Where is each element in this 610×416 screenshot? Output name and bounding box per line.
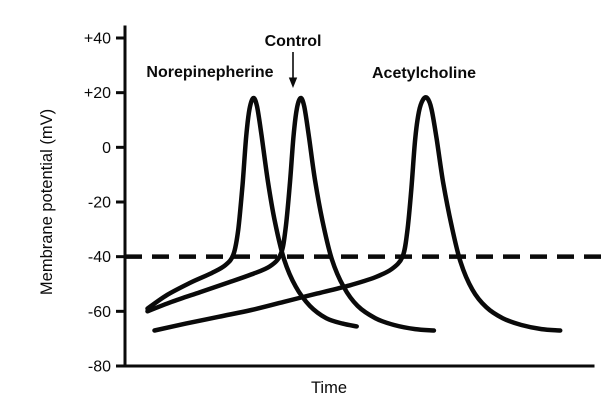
label-norepinepherine: Norepinepherine xyxy=(146,64,273,81)
ytick-label-minus20: -20 xyxy=(88,195,111,212)
curve-control xyxy=(145,95,437,333)
curve-acetylcholine xyxy=(152,95,563,333)
label-acetylcholine: Acetylcholine xyxy=(372,65,476,82)
ytick-label-minus80: -80 xyxy=(88,359,111,376)
control-arrow-head-icon xyxy=(288,77,298,88)
curve-norepinepherine xyxy=(145,95,359,329)
y-axis-label: Membrane potential (mV) xyxy=(38,109,56,295)
label-control: Control xyxy=(265,33,322,50)
x-axis-label: Time xyxy=(311,379,347,397)
ytick-label-minus40: -40 xyxy=(88,249,111,266)
ytick-label-minus60: -60 xyxy=(88,304,111,321)
ytick-label-zero: 0 xyxy=(102,140,111,157)
ytick-label-plus20: +20 xyxy=(84,85,111,102)
ytick-label-plus40: +40 xyxy=(84,31,111,48)
plot-layer xyxy=(116,25,602,368)
